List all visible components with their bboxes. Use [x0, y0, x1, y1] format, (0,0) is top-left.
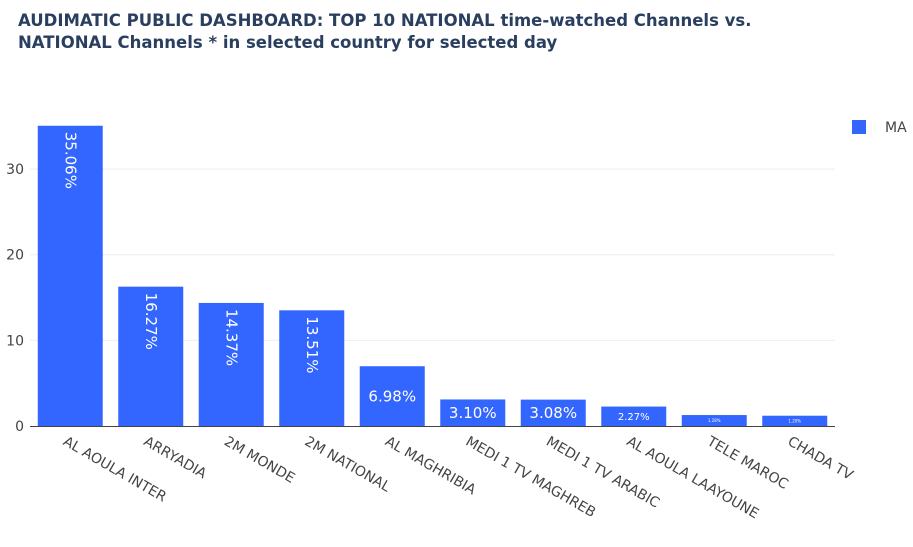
data-label: 6.98% [368, 387, 416, 405]
data-label: 35.06% [61, 132, 79, 189]
legend-label[interactable]: MA [885, 120, 907, 136]
bar[interactable] [520, 399, 586, 426]
bar[interactable] [681, 415, 747, 426]
bar[interactable] [601, 406, 667, 426]
x-tick-label: MEDI 1 TV MAGHREB [463, 434, 598, 521]
data-label: 2.27% [618, 412, 650, 423]
data-label: 1.20% [788, 418, 801, 423]
data-label: 14.37% [222, 309, 240, 366]
x-tick-label: 2M NATIONAL [302, 434, 393, 496]
chart-title: AUDIMATIC PUBLIC DASHBOARD: TOP 10 NATIO… [18, 11, 752, 52]
bar[interactable] [440, 399, 506, 426]
x-tick-label: AL AOULA LAAYOUNE [624, 434, 761, 523]
y-tick-label: 0 [15, 419, 24, 435]
x-tick-label: CHADA TV [785, 434, 856, 484]
x-tick-label: ARRYADIA [141, 434, 210, 483]
data-label: 3.08% [529, 404, 577, 422]
bar[interactable] [279, 310, 345, 426]
data-label: 16.27% [142, 293, 160, 350]
y-tick-label: 20 [6, 248, 24, 264]
y-tick-label: 10 [6, 333, 24, 349]
y-tick-label: 30 [6, 162, 24, 178]
bar[interactable] [198, 302, 264, 426]
bar[interactable] [359, 366, 425, 426]
data-label: 13.51% [303, 316, 321, 373]
bar[interactable] [37, 125, 103, 427]
legend-swatch[interactable] [852, 120, 866, 134]
x-tick-label: 2M MONDE [221, 434, 297, 487]
bar[interactable] [762, 415, 828, 426]
data-label: 3.10% [449, 404, 497, 422]
bar[interactable] [118, 286, 184, 426]
data-label: 1.28% [708, 418, 721, 423]
